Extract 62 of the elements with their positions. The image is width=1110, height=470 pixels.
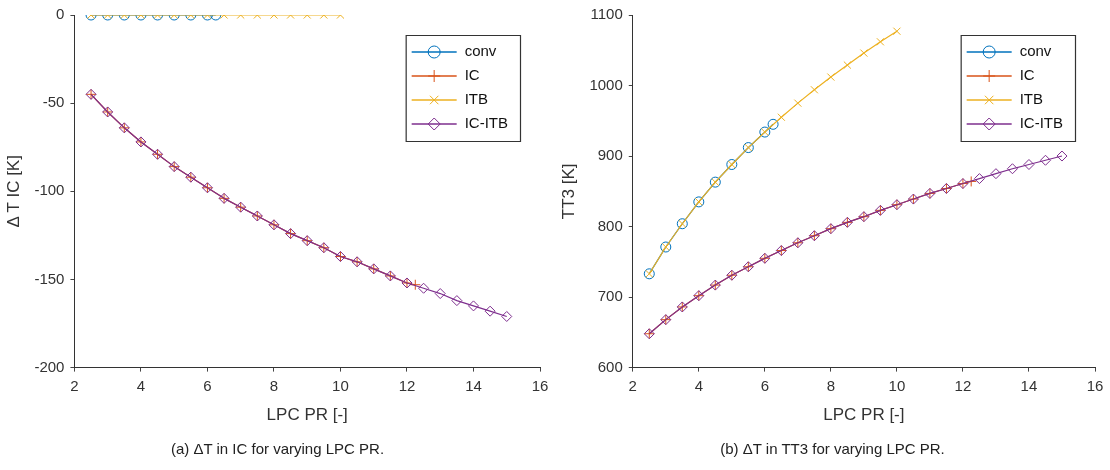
y-tick-label: 0 [56,5,65,23]
point [990,168,1002,180]
y-tick-label: 1000 [589,75,623,93]
x-tick-label: 2 [70,376,79,394]
y-tick-label: -100 [34,181,65,199]
point [777,113,786,122]
point [810,85,819,94]
point [876,37,885,46]
point [451,295,463,307]
point [826,73,835,82]
text: (a) ΔT in IC for varying LPC PR. [169,440,386,457]
legend-label: ITB [464,90,489,108]
legend-label: ITB [1019,90,1044,108]
point [973,173,985,185]
legend-label: IC [1019,66,1035,84]
x-tick-label: 6 [760,376,770,394]
point [767,118,779,130]
y-tick-label: 900 [597,146,623,164]
point [1039,154,1051,166]
x-tick-label: 4 [136,376,146,394]
y-tick-label: -200 [34,357,65,375]
point [892,27,901,36]
x-tick-label: 14 [1020,376,1038,394]
x-tick-label: 6 [203,376,212,394]
y-tick-label: -150 [34,269,65,287]
y-tick-label: -50 [42,93,65,111]
x-tick-label: 12 [954,376,972,394]
point [1056,150,1068,162]
point [843,61,852,70]
point [1006,163,1018,175]
x-tick-label: 8 [826,376,836,394]
x-tick-label: 10 [332,376,349,394]
point [434,288,446,300]
legend-label: conv [464,42,497,60]
x-axis-title: LPC PR [-] [823,405,905,425]
x-tick-label: 4 [694,376,703,394]
text: (b) ΔT in TT3 for varying LPC PR. [719,440,946,457]
x-tick-label: 16 [531,376,549,394]
legend-label: IC [464,66,480,84]
x-tick-label: 8 [269,376,279,394]
point [859,49,868,58]
point [484,305,496,317]
x-axis-title: LPC PR [-] [266,405,348,425]
point [501,310,513,322]
y-axis-title: TT3 [K] [558,163,578,220]
y-tick-label: 800 [597,216,623,234]
point [467,300,479,312]
x-tick-label: 12 [398,376,416,394]
legend-label: conv [1019,42,1052,60]
x-tick-label: 10 [888,376,906,394]
y-tick-label: 700 [597,287,623,305]
y-tick-label: 600 [597,357,623,375]
point [793,99,802,108]
legend-label: IC-ITB [464,114,509,132]
y-axis-title: Δ T IC [K] [3,155,23,228]
x-tick-label: 14 [465,376,482,394]
legend-label: IC-ITB [1019,114,1064,132]
point [418,282,430,294]
y-tick-label: 1100 [590,5,623,23]
x-tick-label: 2 [628,376,637,394]
point [1023,159,1035,170]
x-tick-label: 16 [1086,376,1104,394]
